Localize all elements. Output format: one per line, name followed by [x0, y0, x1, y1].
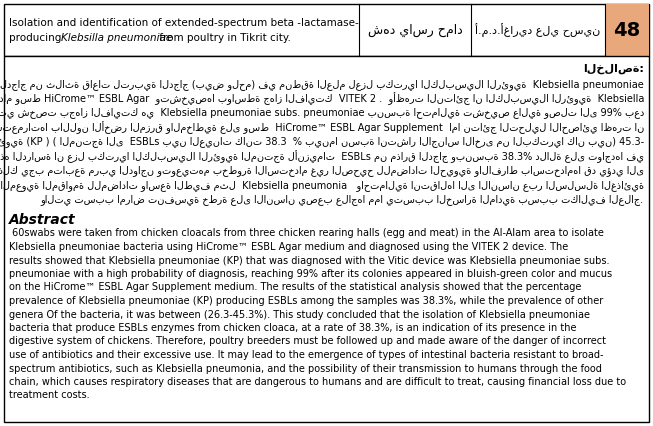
- Text: KP)) التي شخصت بجهاز الفايتك هي  Klebsiella pneumoniae subs. pneumoniae بنسبة اح: KP)) التي شخصت بجهاز الفايتك هي Klebsiel…: [0, 107, 644, 118]
- Text: شهد ياسر حماد: شهد ياسر حماد: [368, 23, 462, 37]
- Text: أ.م.د.أغاريد علي حسين: أ.م.د.أغاريد علي حسين: [475, 23, 601, 37]
- Text: spectrum antibiotics, such as Klebsiella pneumonia, and the possibility of their: spectrum antibiotics, such as Klebsiella…: [9, 363, 602, 374]
- Text: on the HiCrome™ ESBL Agar Supplement medium. The results of the statistical anal: on the HiCrome™ ESBL Agar Supplement med…: [9, 282, 581, 293]
- Text: treatment costs.: treatment costs.: [9, 391, 89, 400]
- Text: bacteria that produce ESBLs enzymes from chicken cloaca, at a rate of 38.3%, is : bacteria that produce ESBLs enzymes from…: [9, 323, 577, 333]
- Text: Abstract: Abstract: [9, 213, 76, 227]
- Text: genera Of the bacteria, it was between (26.3-45.3%). This study concluded that t: genera Of the bacteria, it was between (…: [9, 310, 590, 320]
- Text: تم أخذ 60 مسحة من مذارق الدجاج من ثلاثة قاعات لتربية الدجاج (بيض ولحم) في منطقة : تم أخذ 60 مسحة من مذارق الدجاج من ثلاثة …: [0, 78, 644, 91]
- Text: 60swabs were taken from chicken cloacals from three chicken rearing halls (egg a: 60swabs were taken from chicken cloacals…: [9, 228, 604, 239]
- Text: prevalence of Klebsiella pneumoniae (KP) producing ESBLs among the samples was 3: prevalence of Klebsiella pneumoniae (KP)…: [9, 296, 603, 306]
- Text: digestive system of chickens. Therefore, poultry breeders must be followed up an: digestive system of chickens. Therefore,…: [9, 337, 606, 346]
- Text: Klebsiella pneumoniae bacteria using HiCrome™ ESBL Agar medium and diagnosed usi: Klebsiella pneumoniae bacteria using HiC…: [9, 242, 568, 252]
- Text: Isolation and identification of extended-spectrum beta -lactamase-: Isolation and identification of extended…: [9, 18, 358, 28]
- Text: use of antibiotics and their excessive use. It may lead to the emergence of type: use of antibiotics and their excessive u…: [9, 350, 603, 360]
- Text: producing: producing: [9, 33, 65, 43]
- Text: الجهاز الهضمي للدجاج ، لذلك يجب متابعة مربي الدواجن وتوعيتهم بخطورة الاستخدام غي: الجهاز الهضمي للدجاج ، لذلك يجب متابعة م…: [0, 165, 644, 176]
- Text: 26.3 %(، وخلصت هذه الدراسة ان عزل بكتريا الكلبسيلا الرئوية المنتجة لأنزيمات  ESB: 26.3 %(، وخلصت هذه الدراسة ان عزل بكتريا…: [0, 150, 644, 164]
- Bar: [4, 4, 649, 56]
- Text: الخلاصة:: الخلاصة:: [583, 64, 644, 74]
- Text: 48: 48: [613, 20, 641, 40]
- Text: والتي تسبب امراض تنفسية خطرة على الانسان يصعب علاجها مما يتسبب الخسارة المادية ب: والتي تسبب امراض تنفسية خطرة على الانسان…: [41, 194, 644, 205]
- Text: ظهور مستعمراتها باللون الأخضر المزرق والمخاطية على وسط  HiCrome™ ESBL Agar Suppl: ظهور مستعمراتها باللون الأخضر المزرق وال…: [0, 121, 644, 134]
- Bar: [4, 56, 649, 422]
- Text: results showed that Klebsiella pneumoniae (KP) that was diagnosed with the Vitic: results showed that Klebsiella pneumonia…: [9, 256, 609, 265]
- Text: النسبة المئوية لانتشار الكلبسيلا الرئوية (KP ) ( المنتجة الى  ESBLs بين العينات : النسبة المئوية لانتشار الكلبسيلا الرئوية…: [0, 136, 644, 147]
- Text: باستخدام وسط HiCrome™ ESBL Agar  وتشخيصها بواسطة جهاز الفايتك  VITEK 2 .  وأظهرت: باستخدام وسط HiCrome™ ESBL Agar وتشخيصها…: [0, 92, 644, 105]
- Text: pneumoniae with a high probability of diagnosis, reaching 99% after its colonies: pneumoniae with a high probability of di…: [9, 269, 612, 279]
- Text: from poultry in Tikrit city.: from poultry in Tikrit city.: [156, 33, 291, 43]
- Text: ظهور أنواع من البكتريا المعوية المقاومة للمضادات واسعة الطيف مثل  Klebsiella pne: ظهور أنواع من البكتريا المعوية المقاومة …: [0, 179, 644, 193]
- Text: chain, which causes respiratory diseases that are dangerous to humans and are di: chain, which causes respiratory diseases…: [9, 377, 626, 387]
- Text: Klebsilla pneumoniae: Klebsilla pneumoniae: [61, 33, 172, 43]
- Bar: [605, 4, 649, 56]
